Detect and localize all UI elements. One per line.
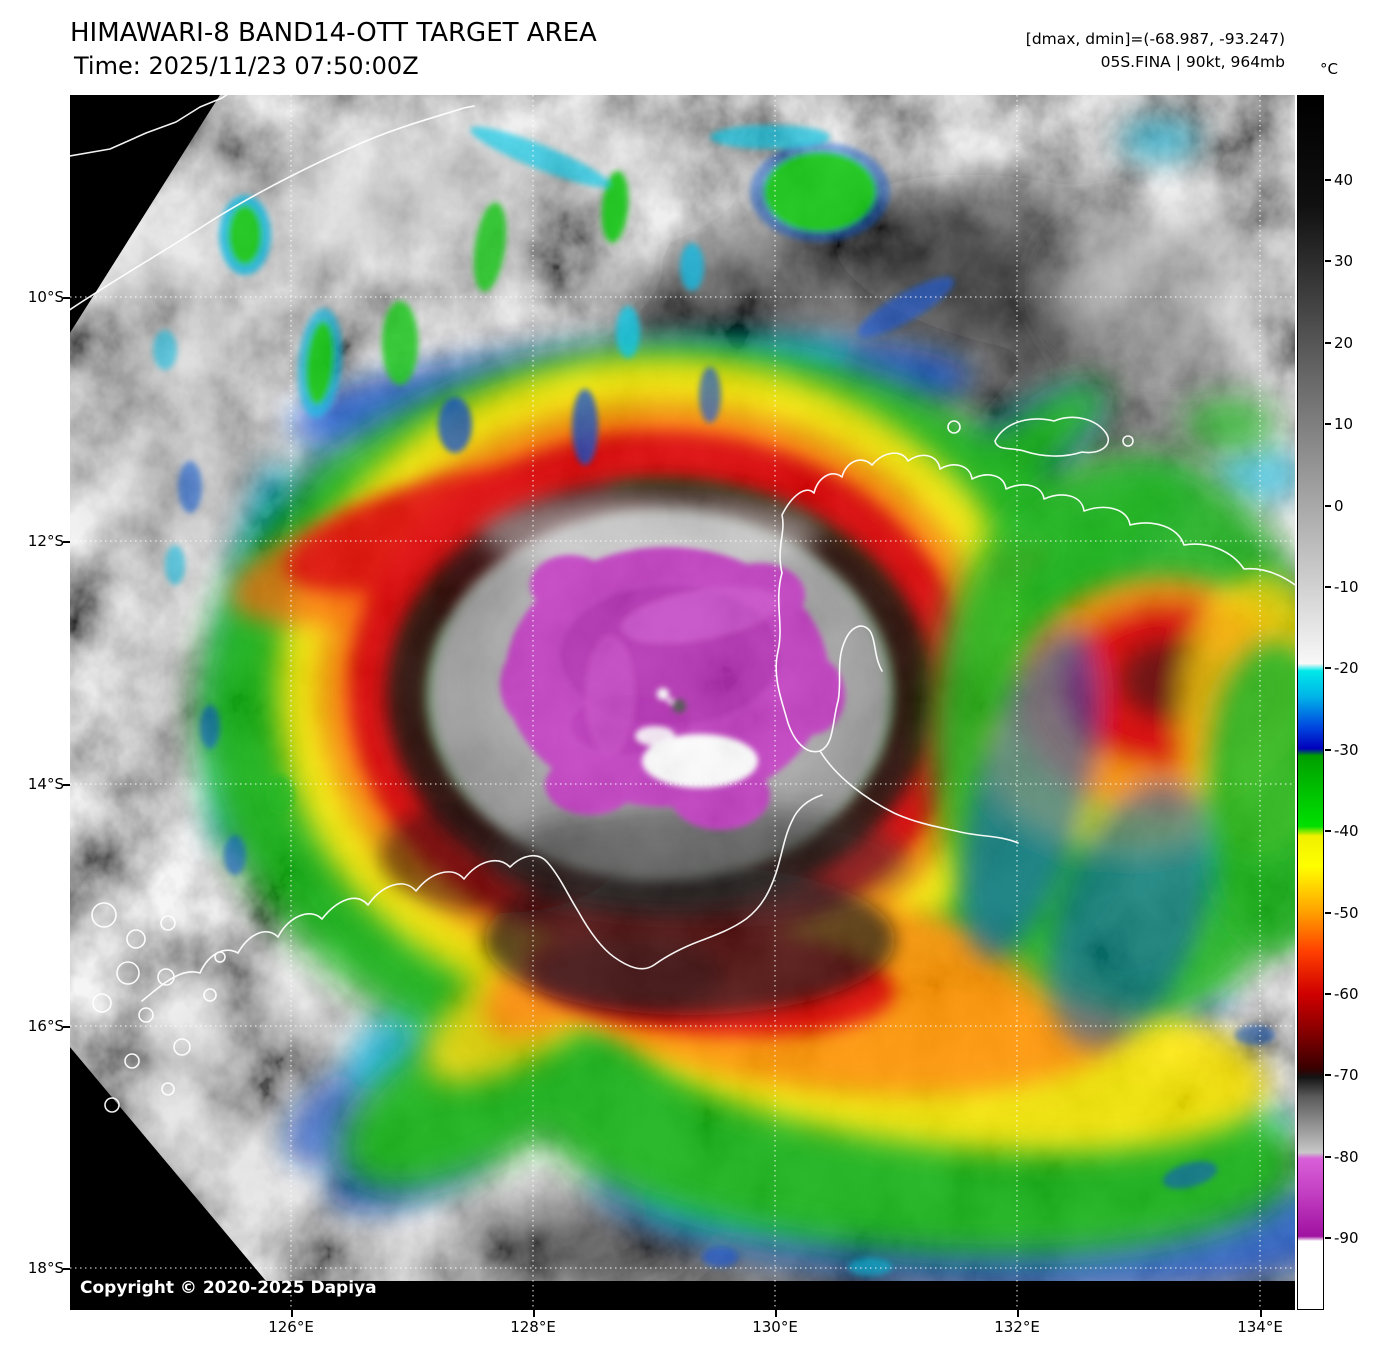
colorbar-unit-label: °C <box>1320 60 1338 78</box>
storm-info: 05S.FINA | 90kt, 964mb <box>1100 53 1285 71</box>
lat-label: 14°S <box>27 775 64 793</box>
lon-label: 134°E <box>1237 1318 1283 1336</box>
axis-tick <box>291 1310 293 1317</box>
lon-label: 130°E <box>752 1318 798 1336</box>
coastlines <box>70 95 1295 1113</box>
colorbar-tick-label: -70 <box>1325 1065 1378 1085</box>
axis-tick <box>63 1268 70 1270</box>
axis-tick <box>63 1026 70 1028</box>
colorbar-tick-label: -40 <box>1325 821 1378 841</box>
colorbar-tick-label: 20 <box>1325 333 1378 353</box>
axis-tick <box>1017 1310 1019 1317</box>
colorbar-tick-label: 40 <box>1325 170 1378 190</box>
lat-label: 16°S <box>27 1017 64 1035</box>
product-title: HIMAWARI-8 BAND14-OTT TARGET AREA <box>70 18 597 48</box>
colorbar-tick-label: -30 <box>1325 740 1378 760</box>
axis-tick <box>63 541 70 543</box>
axis-tick <box>63 297 70 299</box>
lon-label: 128°E <box>510 1318 556 1336</box>
graticule <box>70 95 1295 1310</box>
colorbar-tick-label: 0 <box>1325 496 1378 516</box>
lon-label: 126°E <box>268 1318 314 1336</box>
lat-label: 12°S <box>27 532 64 550</box>
colorbar-tick-label: 10 <box>1325 414 1378 434</box>
colorbar-tick-label: -20 <box>1325 658 1378 678</box>
colorbar-tick-label: 30 <box>1325 251 1378 271</box>
axis-tick <box>533 1310 535 1317</box>
colorbar-tick-label: -10 <box>1325 577 1378 597</box>
axis-tick <box>775 1310 777 1317</box>
product-time: Time: 2025/11/23 07:50:00Z <box>74 52 419 80</box>
axis-tick <box>1260 1310 1262 1317</box>
temperature-colorbar <box>1297 95 1324 1310</box>
copyright-notice: Copyright © 2020-2025 Dapiya <box>80 1278 377 1298</box>
colorbar-tick-label: -60 <box>1325 984 1378 1004</box>
dmax-dmin-readout: [dmax, dmin]=(-68.987, -93.247) <box>1025 30 1285 48</box>
colorbar-tick-label: -50 <box>1325 903 1378 923</box>
lat-label: 10°S <box>27 288 64 306</box>
lat-label: 18°S <box>27 1259 64 1277</box>
axis-tick <box>63 784 70 786</box>
colorbar-tick-label: -90 <box>1325 1228 1378 1248</box>
satellite-map: Copyright © 2020-2025 Dapiya <box>70 95 1295 1310</box>
colorbar-tick-label: -80 <box>1325 1147 1378 1167</box>
lon-label: 132°E <box>994 1318 1040 1336</box>
satellite-image <box>70 95 1295 1310</box>
